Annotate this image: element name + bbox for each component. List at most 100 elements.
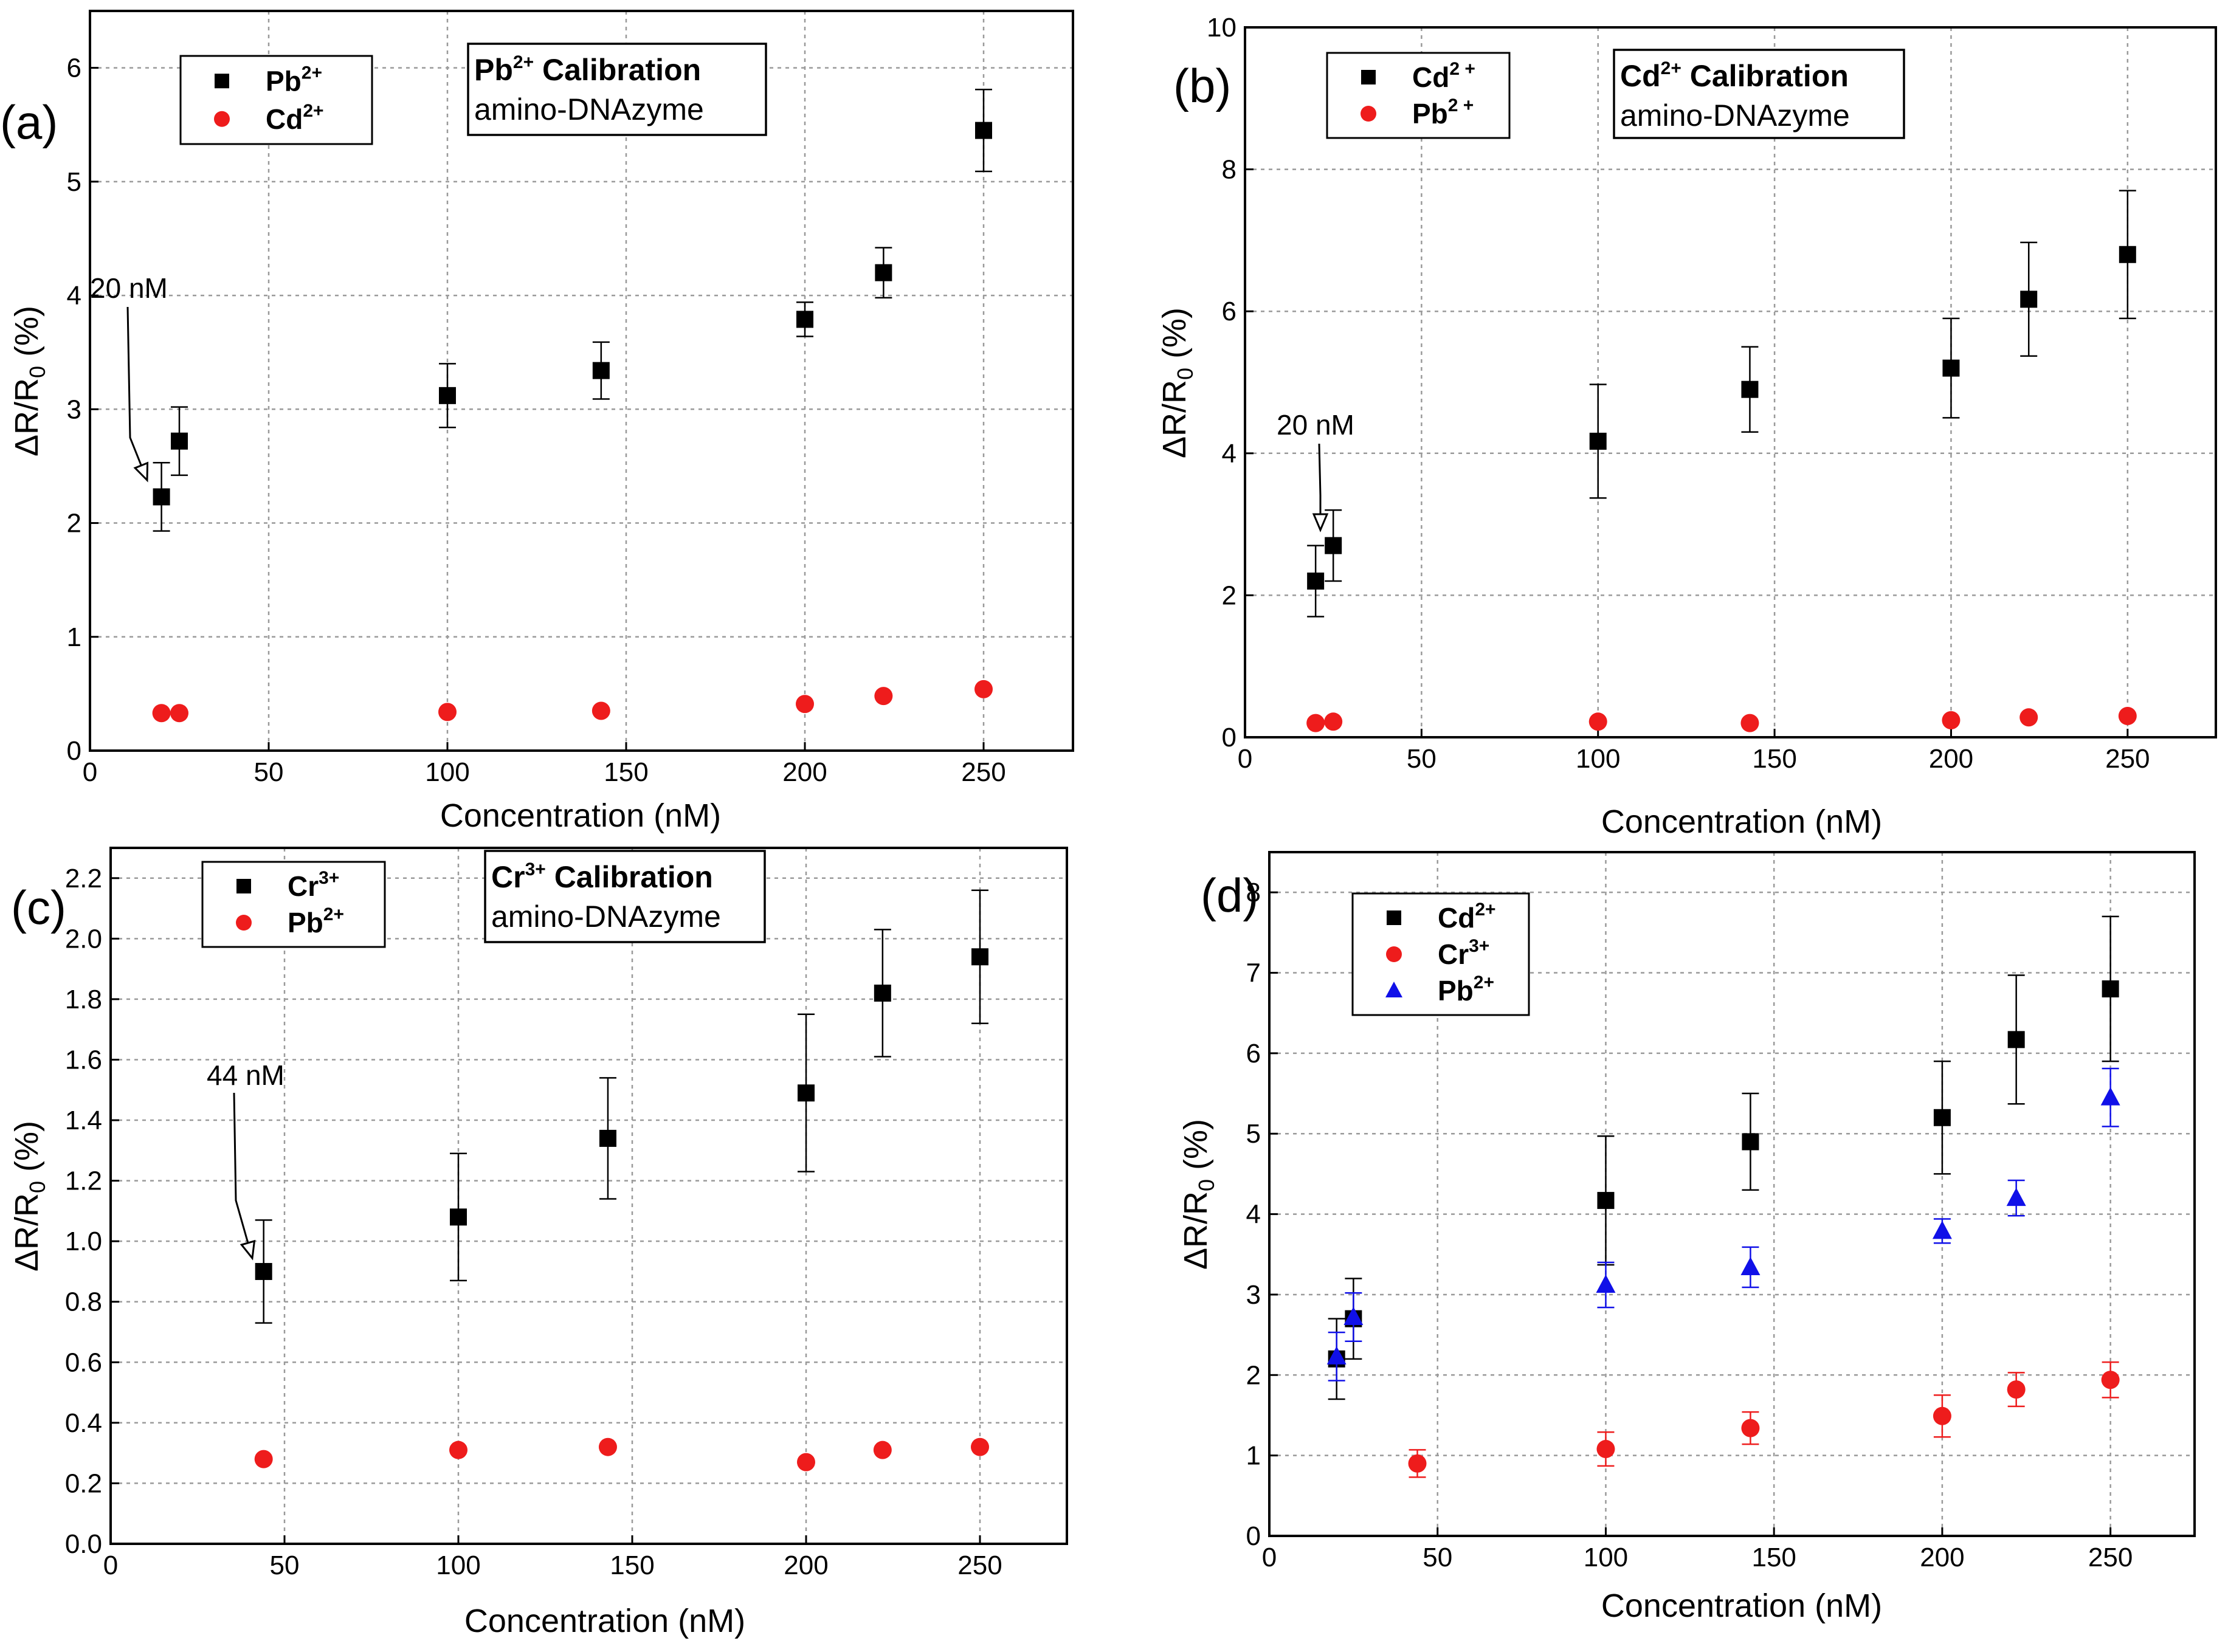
data-point-circle [591, 701, 610, 720]
x-tick-label: 150 [610, 1550, 654, 1580]
data-point-circle [1933, 1406, 1951, 1425]
data-point-circle [1596, 1440, 1615, 1459]
y-tick-label: 0.0 [65, 1529, 102, 1559]
y-tick-label: 10 [1207, 13, 1236, 43]
data-point-triangle [1740, 1256, 1761, 1275]
data-point-square [1589, 432, 1607, 450]
legend-label: Cd2+ [1438, 900, 1496, 934]
data-point-triangle [2006, 1188, 2026, 1206]
data-point-triangle [1596, 1275, 1616, 1293]
legend-label-superscript: 2+ [302, 63, 322, 83]
panel-label: (d) [1201, 869, 1258, 922]
data-point-circle [598, 1437, 617, 1456]
panel-d: 0 50 100 150 200 250 0 1 2 3 4 5 6 7 8 Concentration (n… [1178, 851, 2196, 1624]
y-tick-label: 6 [1246, 1039, 1261, 1069]
panel-c: 0 50 100 150 200 250 0.0 0.2 0.4 0.6 0.8 1.0 1.2 1.4 1… [9, 847, 1068, 1639]
x-tick-label: 200 [782, 757, 827, 787]
legend-label-base: Cr [1438, 938, 1469, 970]
data-point-square [874, 984, 891, 1002]
legend-label: Cr3+ [288, 868, 339, 902]
x-tick-label: 100 [425, 757, 469, 787]
y-axis-label: ΔR/R0 (%) [9, 306, 50, 456]
chart-title-prefix: Cd [1620, 59, 1661, 93]
legend-label-superscript: 2 + [1448, 95, 1474, 115]
chart-title-suffix: Calibration [1681, 59, 1849, 93]
data-point-square [2102, 980, 2119, 997]
data-point-triangle [1932, 1220, 1952, 1239]
y-tick-label: 1.0 [65, 1227, 102, 1256]
legend-marker-circle [1386, 946, 1402, 962]
data-point-triangle [1326, 1346, 1347, 1365]
data-point-circle [971, 1437, 989, 1456]
chart-title-prefix: Cr [491, 860, 525, 894]
series-cd2+ [1307, 190, 2136, 618]
chart-title-superscript: 2+ [513, 52, 534, 72]
data-point-square [153, 488, 170, 506]
y-tick-label: 0 [1246, 1521, 1261, 1551]
chart-title: Pb2+ Calibration [474, 52, 701, 87]
y-axis-label-unit: (%) [9, 306, 45, 366]
annotation-arrow-line [233, 1092, 253, 1259]
x-axis-label: Concentration (nM) [1601, 804, 1882, 840]
annotation-arrow-line [126, 306, 148, 481]
chart-subtitle: amino-DNAzyme [1620, 98, 1850, 133]
panel-b: 0 50 100 150 200 250 0 2 4 6 8 10 Concentration (nM)… [1156, 13, 2217, 840]
y-tick-label: 5 [67, 167, 81, 197]
y-axis-label: ΔR/R0 (%) [9, 1121, 50, 1272]
data-point-circle [974, 680, 993, 698]
y-axis-label-subscript: 0 [25, 1181, 50, 1193]
y-tick-label: 1.6 [65, 1045, 102, 1075]
x-tick-label: 50 [1407, 744, 1436, 774]
x-tick-label: 250 [2088, 1543, 2133, 1572]
detection-limit-annotation: 20 nM [90, 272, 168, 304]
data-point-square [171, 432, 188, 450]
x-tick-label: 250 [957, 1550, 1002, 1580]
x-tick-label: 50 [1423, 1543, 1452, 1572]
legend-label-superscript: 2 + [1449, 59, 1475, 79]
data-point-circle [2019, 708, 2038, 727]
legend-label: Cr3+ [1438, 936, 1489, 970]
data-point-square [1325, 537, 1342, 554]
detection-limit-annotation: 20 nM [1277, 409, 1354, 441]
data-point-circle [1740, 714, 1759, 732]
y-axis-label-main: ΔR/R [1178, 1191, 1214, 1270]
legend-label-superscript: 2+ [1475, 900, 1495, 920]
series-cd2+ [152, 680, 993, 723]
y-axis-label-main: ΔR/R [9, 1193, 45, 1272]
data-point-circle [1741, 1419, 1760, 1437]
data-point-square [1742, 1133, 1759, 1151]
data-point-triangle [1343, 1307, 1364, 1325]
x-tick-label: 100 [1584, 1543, 1628, 1572]
legend-label: Pb2+ [288, 904, 344, 938]
panel-label: (c) [11, 881, 66, 934]
series-pb2+ [1326, 1067, 2120, 1382]
data-point-square [2119, 246, 2136, 263]
x-tick-label: 0 [103, 1550, 118, 1580]
title-box [467, 43, 767, 136]
legend-box [1351, 892, 1530, 1016]
x-tick-label: 150 [604, 757, 648, 787]
data-point-square [798, 1084, 815, 1102]
x-tick-label: 250 [2105, 744, 2150, 774]
legend-label-base: Pb [266, 65, 302, 97]
x-tick-label: 50 [270, 1550, 300, 1580]
x-tick-label: 50 [254, 757, 284, 787]
y-axis-label-unit: (%) [1156, 308, 1193, 368]
y-tick-label: 2 [67, 509, 81, 539]
y-tick-label: 3 [1246, 1280, 1261, 1310]
data-point-circle [1408, 1454, 1427, 1473]
y-axis-label-subscript: 0 [25, 366, 50, 378]
series-cr3+ [1408, 1361, 2120, 1478]
y-tick-label: 0.4 [65, 1408, 102, 1438]
legend-label-superscript: 2+ [303, 101, 323, 121]
x-tick-label: 100 [1576, 744, 1620, 774]
legend-label-superscript: 2+ [323, 904, 344, 924]
data-point-circle [170, 704, 188, 723]
y-tick-label: 2 [1246, 1360, 1261, 1390]
chart-title-prefix: Pb [474, 53, 513, 87]
data-point-circle [796, 695, 814, 714]
legend-label-base: Pb [288, 907, 323, 938]
x-tick-label: 250 [961, 757, 1005, 787]
y-tick-label: 3 [67, 394, 81, 424]
legend-label-superscript: 2+ [1474, 972, 1494, 993]
